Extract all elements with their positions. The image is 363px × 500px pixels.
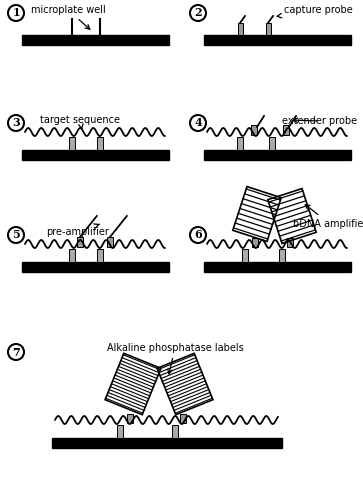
Text: target sequence: target sequence: [40, 115, 120, 128]
Bar: [283, 125, 289, 135]
Bar: [252, 238, 258, 247]
Bar: [107, 237, 113, 247]
Bar: [180, 414, 186, 423]
Bar: [204, 150, 351, 160]
Bar: [77, 237, 83, 247]
Text: Alkaline phosphatase labels: Alkaline phosphatase labels: [107, 343, 243, 374]
Bar: [269, 137, 275, 150]
Text: 6: 6: [194, 230, 202, 240]
Bar: [172, 425, 178, 438]
Bar: [22, 262, 169, 272]
Bar: [242, 249, 248, 262]
Text: bDNA amplifier: bDNA amplifier: [293, 204, 363, 229]
Text: 3: 3: [12, 118, 20, 128]
Bar: [204, 262, 351, 272]
Bar: [52, 438, 282, 448]
Text: extender probe: extender probe: [282, 116, 358, 126]
Bar: [127, 414, 133, 423]
Text: 2: 2: [194, 8, 202, 18]
Bar: [97, 249, 103, 262]
Text: 7: 7: [12, 346, 20, 358]
Bar: [22, 35, 169, 45]
Text: 1: 1: [12, 8, 20, 18]
Bar: [279, 249, 285, 262]
Bar: [237, 23, 242, 35]
Text: capture probe: capture probe: [277, 5, 352, 18]
Bar: [69, 249, 75, 262]
Bar: [251, 125, 257, 135]
Text: pre-amplifier: pre-amplifier: [46, 224, 109, 237]
Bar: [117, 425, 123, 438]
Bar: [97, 137, 103, 150]
Bar: [287, 238, 293, 247]
Bar: [237, 137, 243, 150]
Text: microplate well: microplate well: [30, 5, 105, 29]
Bar: [22, 150, 169, 160]
Text: 4: 4: [194, 118, 202, 128]
Bar: [265, 23, 270, 35]
Bar: [204, 35, 351, 45]
Text: 5: 5: [12, 230, 20, 240]
Bar: [69, 137, 75, 150]
